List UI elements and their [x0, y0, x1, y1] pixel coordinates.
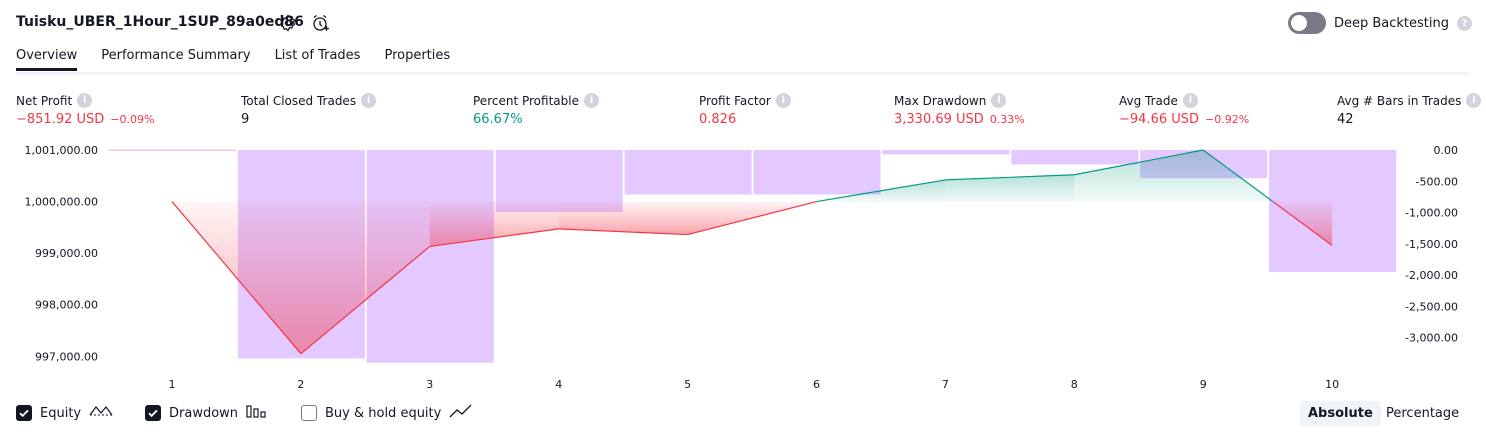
metric-label: Percent Profitable	[473, 94, 579, 108]
x-axis-tick-label: 8	[1071, 378, 1078, 391]
metric-label: Avg Trade	[1119, 94, 1178, 108]
left-axis-tick-label: 998,000.00	[35, 299, 98, 312]
tab-overview[interactable]: Overview	[16, 48, 77, 71]
metric-avg-trade: Avg Trade i −94.66 USD −0.92%	[1119, 93, 1249, 127]
strategy-title: Tuisku_UBER_1Hour_1SUP_89a0ed86	[16, 14, 304, 30]
metric-net-profit: Net Profit i −851.92 USD −0.09%	[16, 93, 154, 127]
info-icon[interactable]: i	[776, 93, 791, 108]
right-axis-tick-label: -1,000.00	[1405, 207, 1458, 220]
metric-label: Total Closed Trades	[241, 94, 356, 108]
equity-line-icon	[89, 403, 113, 423]
tab-properties[interactable]: Properties	[384, 48, 450, 71]
buy-hold-line-icon	[449, 403, 473, 423]
left-axis-tick-label: 1,001,000.00	[25, 144, 98, 157]
x-axis-tick-label: 2	[297, 378, 304, 391]
metric-percent: 0.33%	[990, 113, 1025, 126]
metric-percent: −0.09%	[110, 113, 154, 126]
metric-label: Avg # Bars in Trades	[1337, 94, 1461, 108]
legend-label: Equity	[40, 406, 81, 421]
question-icon[interactable]: ?	[1457, 16, 1472, 31]
alarm-add-icon[interactable]	[310, 12, 332, 34]
right-axis-tick-label: -2,000.00	[1405, 269, 1458, 282]
x-axis-tick-label: 5	[684, 378, 691, 391]
metric-profit-factor: Profit Factor i 0.826	[699, 93, 791, 127]
info-icon[interactable]: i	[77, 93, 92, 108]
x-axis-tick-label: 4	[555, 378, 562, 391]
x-axis-tick-label: 3	[426, 378, 433, 391]
metric-label: Profit Factor	[699, 94, 771, 108]
drawdown-bar	[625, 150, 752, 194]
drawdown-bars-icon	[246, 403, 268, 423]
drawdown-bar	[882, 150, 1009, 154]
metric-value: 66.67%	[473, 112, 523, 127]
right-axis-tick-label: -2,500.00	[1405, 300, 1458, 313]
metric-value: −94.66 USD	[1119, 112, 1199, 127]
left-axis-tick-label: 997,000.00	[35, 350, 98, 363]
metric-label: Net Profit	[16, 94, 72, 108]
right-axis-tick-label: -3,000.00	[1405, 332, 1458, 345]
metric-avg-bars-in-trades: Avg # Bars in Trades i 42	[1337, 93, 1481, 127]
deep-backtesting-toggle[interactable]	[1288, 12, 1326, 34]
settings-gear-icon[interactable]	[277, 12, 299, 34]
equity-area	[430, 202, 559, 247]
equity-checkbox[interactable]	[16, 405, 32, 421]
info-icon[interactable]: i	[991, 93, 1006, 108]
tabs-divider	[16, 72, 1470, 75]
deep-backtesting-label: Deep Backtesting	[1334, 16, 1449, 31]
mode-percentage-button[interactable]: Percentage	[1378, 401, 1467, 426]
x-axis-tick-label: 10	[1325, 378, 1339, 391]
tab-bar: Overview Performance Summary List of Tra…	[16, 48, 450, 71]
legend-label: Drawdown	[169, 406, 238, 421]
metric-total-closed-trades: Total Closed Trades i 9	[241, 93, 376, 127]
x-axis-tick-label: 7	[942, 378, 949, 391]
metric-percent-profitable: Percent Profitable i 66.67%	[473, 93, 599, 127]
metric-percent: −0.92%	[1205, 113, 1249, 126]
left-axis-tick-label: 1,000,000.00	[25, 196, 98, 209]
x-axis-tick-label: 1	[169, 378, 176, 391]
tab-list-of-trades[interactable]: List of Trades	[275, 48, 361, 71]
legend-equity[interactable]: Equity	[16, 403, 113, 423]
equity-drawdown-chart: 1,001,000.00 1,000,000.00 999,000.00 998,00…	[0, 136, 1486, 398]
right-axis-tick-label: -500.00	[1416, 175, 1458, 188]
info-icon[interactable]: i	[1466, 93, 1481, 108]
metric-value: 42	[1337, 112, 1354, 127]
drawdown-bar	[1011, 150, 1138, 164]
deep-backtesting-control: Deep Backtesting ?	[1288, 12, 1472, 34]
buy-hold-checkbox[interactable]	[301, 405, 317, 421]
metric-label: Max Drawdown	[894, 94, 986, 108]
right-axis-tick-label: 0.00	[1434, 144, 1459, 157]
metric-value: 3,330.69 USD	[894, 112, 984, 127]
info-icon[interactable]: i	[1183, 93, 1198, 108]
legend-buy-hold[interactable]: Buy & hold equity	[301, 403, 473, 423]
metric-value: −851.92 USD	[16, 112, 104, 127]
drawdown-bar	[754, 150, 881, 194]
mode-absolute-button[interactable]: Absolute	[1300, 401, 1381, 426]
x-axis-tick-label: 9	[1200, 378, 1207, 391]
metric-value: 0.826	[699, 112, 736, 127]
metric-max-drawdown: Max Drawdown i 3,330.69 USD 0.33%	[894, 93, 1025, 127]
left-axis-tick-label: 999,000.00	[35, 247, 98, 260]
drawdown-checkbox[interactable]	[145, 405, 161, 421]
tab-performance-summary[interactable]: Performance Summary	[101, 48, 250, 71]
info-icon[interactable]: i	[361, 93, 376, 108]
legend-drawdown[interactable]: Drawdown	[145, 403, 268, 423]
x-axis-tick-label: 6	[813, 378, 820, 391]
legend-label: Buy & hold equity	[325, 406, 441, 421]
metric-value: 9	[241, 112, 249, 127]
right-axis-tick-label: -1,500.00	[1405, 238, 1458, 251]
info-icon[interactable]: i	[584, 93, 599, 108]
